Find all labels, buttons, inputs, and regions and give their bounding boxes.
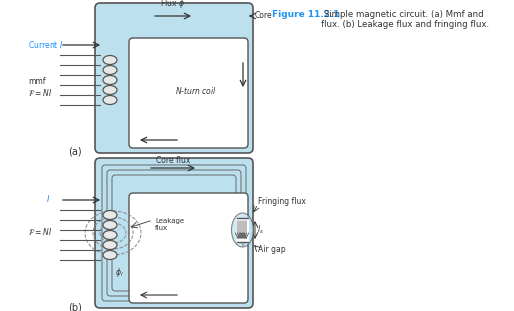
Text: $\mathcal{F}=NI$: $\mathcal{F}=NI$ — [28, 87, 52, 99]
Ellipse shape — [103, 220, 117, 230]
Text: Fringing flux: Fringing flux — [258, 197, 306, 207]
Text: $\mathcal{F}=NI$: $\mathcal{F}=NI$ — [28, 226, 52, 237]
Text: (a): (a) — [68, 147, 82, 157]
Ellipse shape — [103, 250, 117, 259]
FancyBboxPatch shape — [95, 3, 253, 153]
Text: $I$: $I$ — [46, 193, 50, 203]
Text: Core: Core — [255, 12, 272, 21]
FancyBboxPatch shape — [129, 38, 248, 148]
Ellipse shape — [103, 211, 117, 220]
FancyBboxPatch shape — [95, 158, 253, 308]
Ellipse shape — [231, 213, 253, 247]
Ellipse shape — [103, 76, 117, 85]
Ellipse shape — [103, 55, 117, 64]
Text: Current $I$: Current $I$ — [28, 39, 63, 50]
Ellipse shape — [103, 86, 117, 95]
Text: Flux $\phi$: Flux $\phi$ — [160, 0, 186, 10]
Ellipse shape — [103, 95, 117, 104]
Text: Leakage
flux: Leakage flux — [155, 218, 184, 231]
Ellipse shape — [103, 240, 117, 249]
Ellipse shape — [103, 230, 117, 239]
Text: Core flux: Core flux — [156, 156, 190, 165]
Text: $\phi_l$: $\phi_l$ — [115, 266, 123, 279]
Text: Simple magnetic circuit. (a) Mmf and
flux. (b) Leakage flux and fringing flux.: Simple magnetic circuit. (a) Mmf and flu… — [321, 10, 489, 30]
Text: mmf: mmf — [28, 77, 46, 86]
Text: (b): (b) — [68, 302, 82, 311]
FancyBboxPatch shape — [129, 193, 248, 303]
Ellipse shape — [103, 66, 117, 75]
Text: $l_s$: $l_s$ — [257, 224, 264, 236]
Text: Air gap: Air gap — [258, 245, 286, 254]
Bar — [237, 218, 248, 242]
Text: $N$-turn coil: $N$-turn coil — [175, 85, 217, 95]
Text: Figure 11.2.1: Figure 11.2.1 — [272, 10, 340, 19]
